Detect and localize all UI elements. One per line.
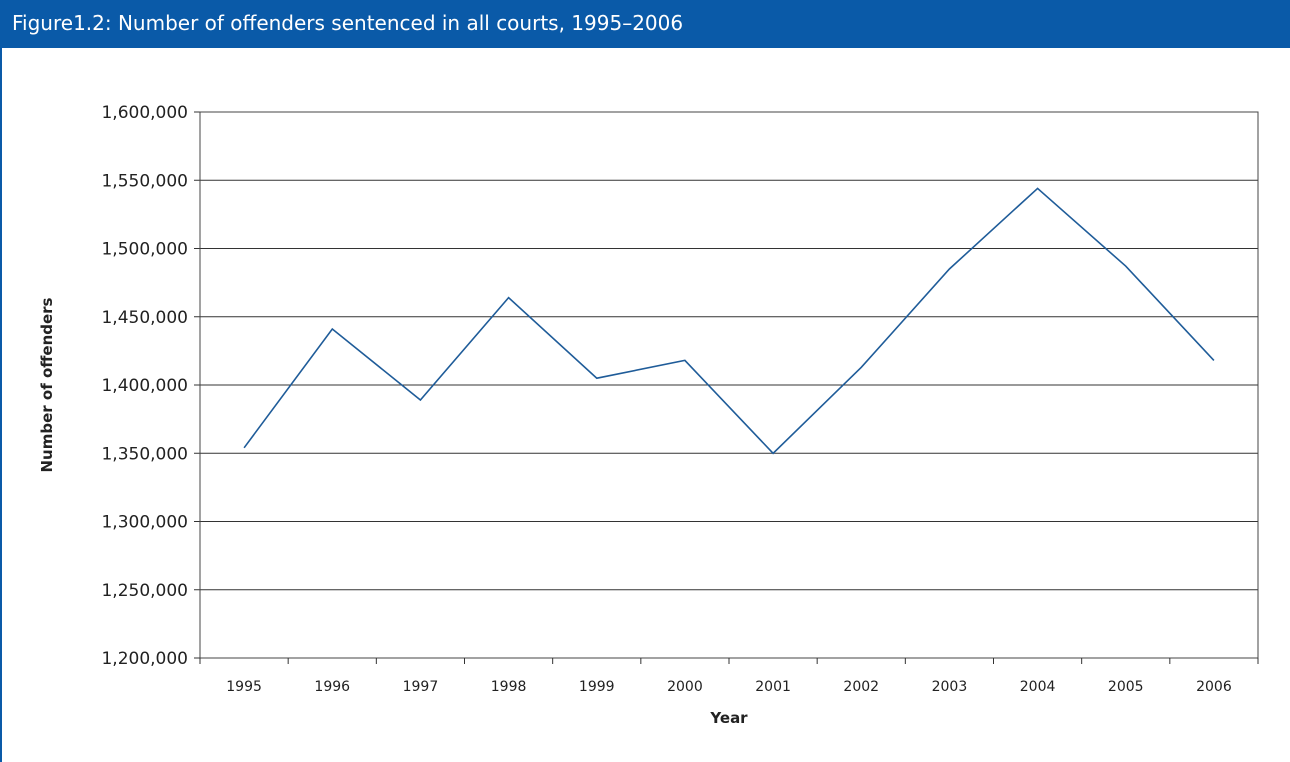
x-tick-label: 2002 [843, 679, 879, 695]
x-tick-label: 2004 [1020, 679, 1056, 695]
x-tick-label: 1998 [491, 679, 527, 695]
x-tick-label: 2003 [932, 679, 968, 695]
figure-header-bar: Figure1.2: Number of offenders sentenced… [0, 0, 1290, 48]
series [243, 187, 1215, 455]
x-axis-title: Year [709, 709, 748, 727]
data-point [419, 399, 422, 402]
data-point [860, 366, 863, 369]
y-tick-label: 1,300,000 [101, 513, 188, 533]
y-tick-label: 1,200,000 [101, 649, 188, 669]
data-point [595, 377, 598, 380]
y-tick-label: 1,250,000 [101, 581, 188, 601]
data-point [331, 328, 334, 331]
x-tick-label: 2005 [1108, 679, 1144, 695]
data-point [507, 296, 510, 299]
data-point [1036, 187, 1039, 190]
figure-title: Figure1.2: Number of offenders sentenced… [12, 11, 684, 35]
y-tick-label: 1,450,000 [101, 308, 188, 328]
x-tick-label: 1997 [403, 679, 439, 695]
x-tick-label: 1995 [226, 679, 262, 695]
y-tick-label: 1,500,000 [101, 240, 188, 260]
x-tick-label: 1999 [579, 679, 615, 695]
y-tick-label: 1,550,000 [101, 171, 188, 191]
y-tick-label: 1,400,000 [101, 376, 188, 396]
y-tick-labels: 1,200,000 1,250,000 1,300,000 1,350,000 1,40… [101, 103, 188, 669]
series-line [243, 187, 1215, 455]
x-tick-labels: 1995 1996 1997 1998 1999 2000 2001 2002 2003 2004… [226, 679, 1232, 695]
data-point [1124, 265, 1127, 268]
x-tick-label: 2001 [755, 679, 791, 695]
data-point [772, 452, 775, 455]
data-point [243, 446, 246, 449]
x-tick-label: 2006 [1196, 679, 1232, 695]
axes [194, 111, 1259, 664]
y-axis-title: Number of offenders [38, 297, 56, 472]
y-tick-label: 1,350,000 [101, 444, 188, 464]
x-tick-label: 2000 [667, 679, 703, 695]
data-point [948, 267, 951, 270]
data-point [1212, 359, 1215, 362]
data-point [683, 359, 686, 362]
figure-left-rule [0, 48, 2, 762]
y-tick-label: 1,600,000 [101, 103, 188, 123]
x-tick-label: 1996 [314, 679, 350, 695]
